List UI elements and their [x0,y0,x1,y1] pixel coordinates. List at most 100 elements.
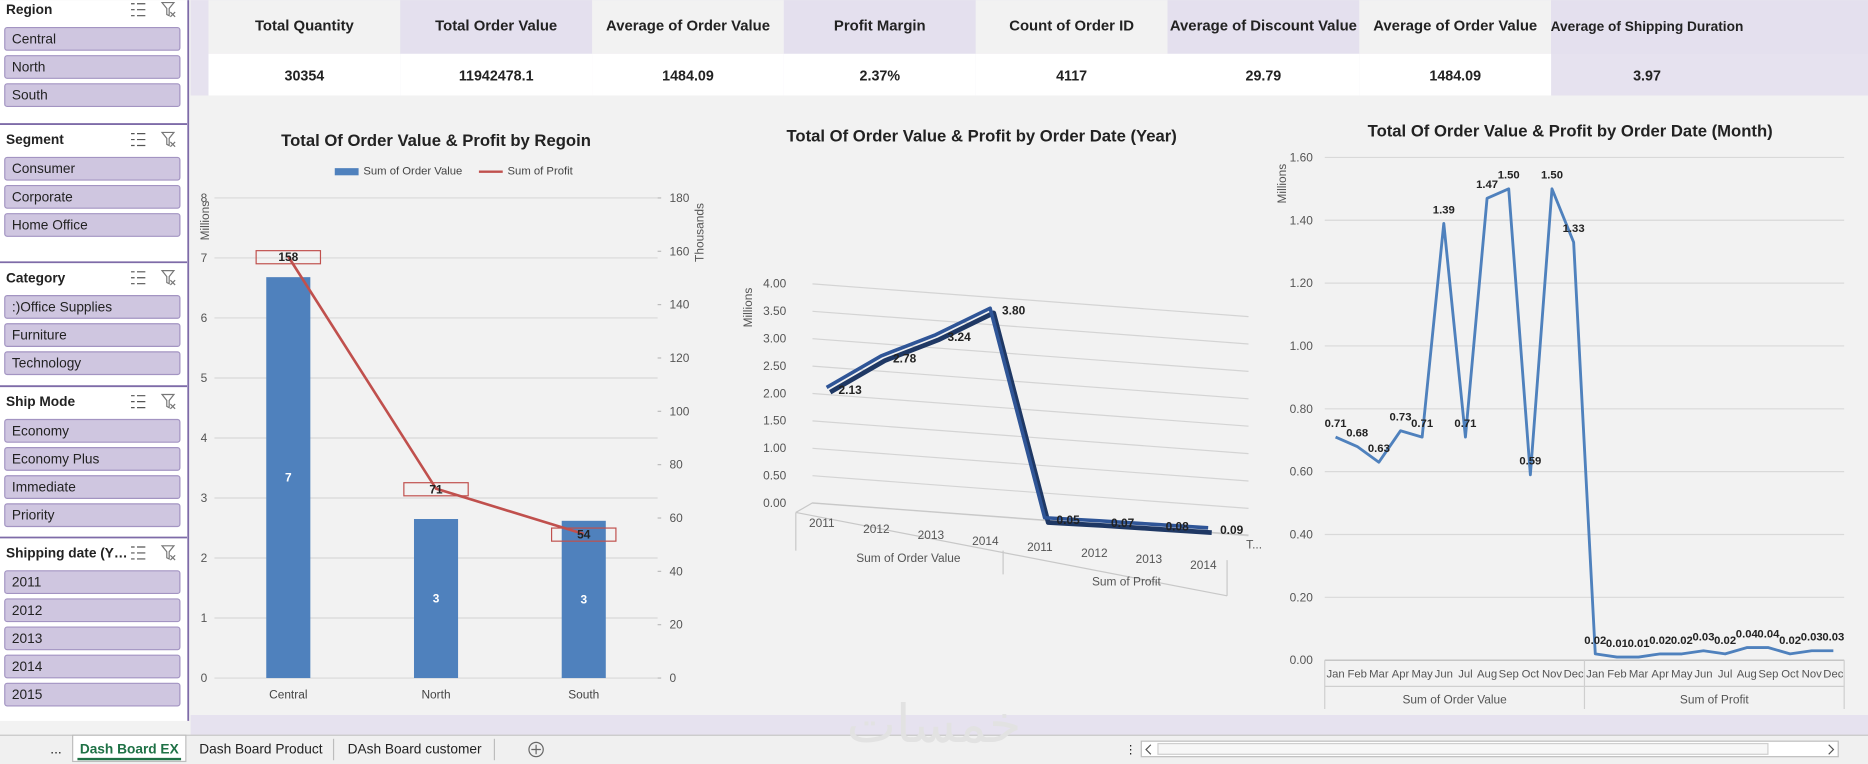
kpi-value: 1484.09 [1429,68,1481,84]
data-label-box [550,527,617,542]
slicer-item[interactable] [4,156,181,181]
slicer-item[interactable] [4,503,181,528]
data-label: 0.09 [1220,523,1244,537]
grid-line [812,475,1249,509]
sheet-tab[interactable]: DAsh Board customer [348,741,482,756]
x-tick-label: 2013 [1136,552,1163,566]
slicer-item-label: Home Office [12,217,88,232]
watermark: خمسات [847,694,1022,755]
x-tick-label: Oct [1522,668,1540,680]
slicer-title: Shipping date (Y… [6,545,128,560]
slicer-item[interactable] [4,55,181,79]
kpi-value-cell [1167,53,1360,96]
y-tick-label: 4 [201,431,208,445]
multi-select-icon[interactable] [131,546,146,560]
data-label: 2.13 [839,383,863,397]
scroll-arrows[interactable] [1145,744,1835,755]
y2-tick-label: 180 [670,191,690,205]
x-tick-label: Sep [1499,668,1519,680]
profit-line [287,255,585,536]
slicer-item[interactable] [4,213,181,237]
kpi-label: Average of Discount Value [1170,18,1357,34]
axis-frame [795,502,1249,597]
slicer-item-label: Consumer [12,161,76,176]
group-label: Sum of Order Value [856,551,961,565]
bar [413,519,459,679]
data-label: 0.02 [1584,635,1606,647]
x-tick-label: 2012 [1081,546,1108,560]
x-tick-label: Jun [1435,668,1453,680]
data-label: 0.02 [1714,635,1736,647]
x-tick-label: Dec [1564,668,1584,680]
y2-tick-label: 160 [670,244,690,258]
chart-title: Total Of Order Value & Profit by Order D… [787,126,1177,145]
x-tick-label: Feb [1607,668,1626,680]
slicer-item[interactable] [4,598,181,623]
y2-tick-label: 140 [670,298,690,312]
bar-label: 3 [433,592,440,606]
clear-filter-icon[interactable] [160,545,176,561]
multi-select-icon[interactable] [131,271,146,285]
slicer-item[interactable] [4,26,181,51]
sheet-tab-active[interactable] [72,734,187,763]
clear-filter-icon[interactable] [160,393,176,410]
scrollbar-thumb[interactable] [1157,742,1769,755]
x-tick-label: Central [269,688,307,702]
kpi-value: 11942478.1 [459,68,534,84]
multi-select-icon[interactable] [131,395,146,409]
slicer-item[interactable] [4,184,181,209]
slicer-item[interactable] [4,682,181,707]
bar-label: 3 [580,592,587,606]
kpi-header-cell [592,0,784,54]
slicer-item-label: Technology [12,356,81,371]
data-label-box [255,250,322,265]
kpi-value: 1484.09 [662,68,714,84]
legend-label: Sum of Order Value [363,166,462,178]
x-tick-label: Jul [1458,668,1472,680]
clear-filter-icon[interactable] [160,131,176,148]
multi-select-icon[interactable] [131,133,146,147]
y-tick-label: 7 [201,251,208,265]
y-tick-label: 0.60 [1290,465,1314,479]
slicer-item[interactable] [4,570,181,595]
series-label: T... [1246,538,1262,552]
clear-filter-icon[interactable] [160,1,176,18]
slicer-item-label: :)Office Supplies [12,299,112,314]
legend-label: Sum of Profit [508,166,574,178]
y2-tick-label: 20 [670,618,684,632]
chart-title: Total Of Order Value & Profit by Regoin [281,131,591,150]
slicer-item[interactable] [4,83,181,108]
x-tick-label: Nov [1802,668,1822,680]
slicer-item[interactable] [4,418,181,443]
slicer-item[interactable] [4,351,181,376]
y-axis-label: Millions [1275,164,1289,204]
kpi-value: 2.37% [860,68,901,84]
x-tick-label: Oct [1781,668,1799,680]
add-sheet-plus [531,744,541,755]
slicer-item[interactable] [4,475,181,499]
data-label: 1.33 [1563,223,1585,235]
slicer-item[interactable] [4,295,181,319]
y-tick-label: 1.40 [1290,213,1314,227]
clear-filter-icon[interactable] [160,270,176,286]
sheet-tab[interactable]: Dash Board EX [80,741,180,756]
group-label: Sum of Profit [1092,574,1162,588]
slicer-item[interactable] [4,323,181,347]
slicer-item[interactable] [4,626,181,651]
multi-select-icon[interactable] [131,3,146,17]
slicer-item[interactable] [4,654,181,679]
x-tick-label: 2011 [809,516,835,530]
grid-line [812,338,1249,372]
sheet-tab[interactable]: ... [50,741,61,756]
data-label: 0.04 [1736,629,1759,641]
data-label: 1.50 [1498,170,1520,182]
slicer-item[interactable] [4,447,181,471]
data-label: 3.24 [948,330,972,344]
kpi-header-cell [975,0,1168,54]
kpi-label: Average of Shipping Duration [1551,19,1744,34]
add-sheet[interactable] [528,741,544,758]
kpi-value: 29.79 [1246,68,1282,84]
x-tick-label: Jan [1326,668,1344,680]
sheet-tab[interactable]: Dash Board Product [199,741,322,756]
